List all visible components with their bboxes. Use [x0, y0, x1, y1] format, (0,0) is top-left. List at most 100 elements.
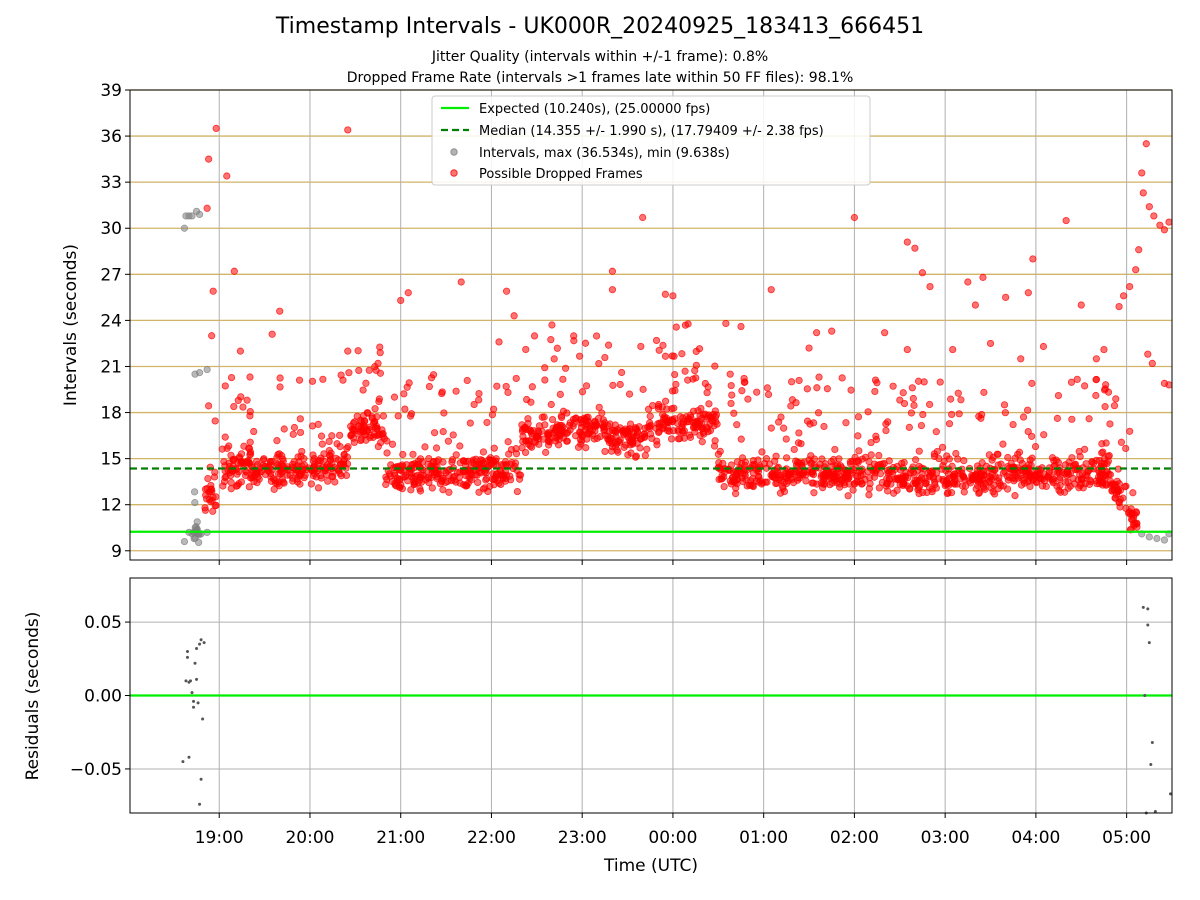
dropped-frame-outlier: [404, 289, 412, 297]
residual-point: [187, 755, 191, 759]
residual-point: [190, 691, 194, 695]
residual-point: [1146, 623, 1150, 627]
dropped-frame-point: [340, 451, 348, 459]
dropped-frame-outlier: [495, 338, 503, 346]
dropped-frame-point: [417, 471, 425, 479]
dropped-frame-point: [817, 473, 825, 481]
dropped-frame-point: [604, 341, 613, 349]
dropped-frame-point: [595, 403, 603, 411]
dropped-frame-point: [191, 488, 199, 496]
dropped-frame-point: [528, 383, 536, 391]
dropped-frame-point: [1028, 379, 1036, 387]
dropped-frame-point: [821, 460, 829, 468]
x-tick-label: 02:00: [830, 828, 879, 848]
dropped-frame-point: [484, 487, 492, 496]
dropped-frame-point: [519, 437, 527, 446]
dropped-frame-point: [808, 468, 816, 476]
legend-intervals-label: Intervals, max (36.534s), min (9.638s): [479, 146, 730, 161]
dropped-frame-point: [1105, 452, 1113, 460]
dropped-frame-point: [505, 450, 513, 458]
dropped-frame-point: [915, 447, 923, 455]
dropped-frame-point: [670, 352, 678, 360]
dropped-frame-point: [530, 332, 539, 340]
dropped-frame-point: [1126, 427, 1134, 435]
dropped-frame-outlier: [1002, 293, 1010, 301]
dropped-frame-point: [300, 474, 308, 482]
dropped-frame-point: [912, 479, 920, 488]
dropped-frame-point: [1016, 456, 1024, 464]
intervals-y-tick-label: 33: [100, 173, 122, 193]
dropped-frame-point: [728, 391, 736, 399]
dropped-frame-point: [748, 475, 757, 483]
dropped-frame-point: [709, 417, 717, 425]
dropped-frame-outlier: [1144, 350, 1152, 358]
dropped-frame-point: [909, 394, 917, 403]
legend-expected-label: Expected (10.240s), (25.00000 fps): [479, 102, 710, 117]
dropped-frame-point: [871, 387, 879, 396]
dropped-frame-point: [329, 468, 337, 476]
dropped-frame-point: [936, 378, 944, 386]
dropped-frame-point: [433, 469, 441, 477]
dropped-frame-point: [475, 390, 483, 398]
dropped-frame-point: [388, 440, 397, 448]
dropped-frame-point: [806, 420, 814, 428]
dropped-frame-point: [844, 492, 852, 500]
dropped-frame-point: [558, 413, 566, 422]
dropped-frame-point: [726, 370, 734, 378]
dropped-frame-point: [550, 355, 558, 363]
dropped-frame-point: [374, 442, 382, 451]
dropped-frame-point: [336, 443, 344, 451]
dropped-frame-point: [1026, 456, 1034, 464]
dropped-frame-point: [513, 487, 521, 496]
dropped-frame-point: [469, 456, 477, 464]
dropped-frame-point: [783, 454, 791, 462]
dropped-frame-point: [354, 347, 362, 355]
dropped-frame-point: [659, 341, 667, 349]
dropped-frame-outlier: [1077, 301, 1085, 309]
dropped-frame-outlier: [661, 290, 669, 298]
dropped-frame-point: [385, 470, 394, 478]
dropped-frame-point: [907, 409, 916, 417]
residual-point: [1141, 605, 1145, 609]
dropped-frame-point: [448, 458, 456, 466]
dropped-frame-point: [1056, 488, 1065, 496]
dropped-frame-point: [684, 320, 692, 328]
dropped-frame-point: [991, 472, 999, 481]
dropped-frame-point: [1048, 454, 1057, 462]
dropped-frame-point: [753, 388, 761, 396]
dropped-frame-point: [875, 451, 883, 460]
residual-point: [199, 638, 203, 642]
dropped-frame-point: [429, 458, 437, 466]
residual-point: [192, 705, 196, 709]
dropped-frame-point: [1011, 492, 1019, 500]
dropped-frame-point: [290, 423, 299, 432]
interval-point: [188, 212, 196, 220]
dropped-frame-point: [541, 421, 549, 429]
dropped-frame-point: [350, 418, 359, 426]
dropped-frame-point: [1076, 471, 1084, 479]
dropped-frame-point: [652, 336, 661, 345]
dropped-frame-point: [1100, 386, 1109, 394]
dropped-frame-point: [383, 449, 391, 457]
dropped-frame-point: [442, 469, 450, 477]
residual-point: [195, 647, 199, 650]
dropped-frame-outlier: [964, 278, 972, 286]
dropped-frame-point: [563, 409, 571, 417]
dropped-frame-point: [831, 445, 839, 454]
dropped-frame-point: [482, 476, 490, 484]
dropped-frame-point: [1068, 415, 1076, 423]
dropped-frame-point: [221, 382, 229, 390]
chart-title: Timestamp Intervals - UK000R_20240925_18…: [275, 14, 925, 39]
dropped-frame-point: [906, 469, 914, 477]
dropped-frame-point: [670, 404, 678, 412]
dropped-frame-point: [547, 336, 555, 344]
dropped-frame-point: [659, 425, 667, 433]
dropped-frame-point: [678, 350, 686, 358]
intervals-marks: [130, 124, 1173, 547]
dropped-frame-point: [416, 485, 424, 493]
dropped-frame-outlier: [722, 319, 730, 328]
dropped-frame-point: [797, 440, 805, 448]
dropped-frame-point: [601, 353, 609, 362]
dropped-frame-point: [548, 415, 557, 424]
dropped-frame-point: [893, 486, 901, 494]
